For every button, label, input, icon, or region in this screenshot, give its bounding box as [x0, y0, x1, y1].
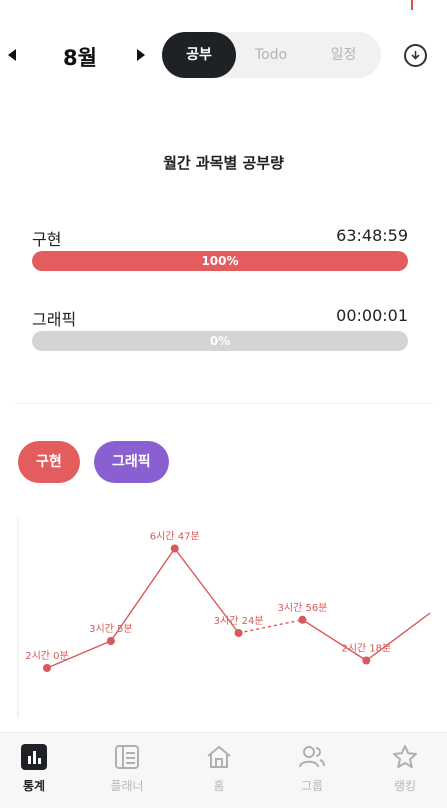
- tab-study[interactable]: 공부: [162, 32, 236, 78]
- next-month-button[interactable]: [131, 44, 151, 66]
- nav-home[interactable]: 홈: [189, 743, 249, 794]
- nav-label: 그룹: [300, 779, 324, 793]
- data-label: 3시간 56분: [278, 602, 328, 614]
- status-indicator: [411, 0, 413, 10]
- nav-label: 홈: [213, 779, 225, 793]
- data-label: 2시간 18분: [341, 643, 391, 655]
- tab-todo[interactable]: Todo: [254, 47, 288, 63]
- download-button[interactable]: [404, 44, 427, 67]
- series-line-segment: [110, 548, 176, 642]
- home-icon: [205, 743, 233, 771]
- nav-label: 랭킹: [393, 779, 417, 793]
- progress-percent: 0%: [209, 334, 231, 348]
- month-label: 8월: [63, 46, 97, 70]
- nav-stats[interactable]: 통계: [4, 743, 64, 794]
- subject-time: 63:48:59: [336, 226, 408, 245]
- data-point[interactable]: [234, 629, 243, 637]
- planner-icon: [113, 743, 141, 771]
- nav-planner[interactable]: 플래너: [97, 743, 157, 794]
- nav-label: 통계: [22, 779, 46, 793]
- nav-group[interactable]: 그룹: [282, 743, 342, 794]
- progress-bar-fill: [32, 251, 408, 271]
- subject-time: 00:00:01: [336, 306, 408, 325]
- data-point[interactable]: [298, 615, 307, 624]
- progress-bar: 100%: [32, 251, 408, 271]
- subject-name: 구현: [32, 230, 62, 249]
- data-label: 2시간 0분: [25, 650, 69, 662]
- data-point[interactable]: [106, 637, 115, 645]
- bottom-navigation: 통계 플래너 홈 그룹 랭킹: [0, 732, 447, 808]
- subject-chip-implementation[interactable]: 구현: [18, 441, 80, 483]
- subject-chip-graphics[interactable]: 그래픽: [94, 441, 169, 483]
- progress-bar: 0%: [32, 331, 408, 351]
- group-icon: [298, 743, 326, 771]
- data-label: 6시간 47분: [150, 531, 200, 543]
- section-title: 월간 과목별 공부량: [163, 154, 284, 172]
- subject-name: 그래픽: [32, 310, 77, 329]
- divider: [14, 403, 433, 404]
- caret-left-icon: [8, 49, 16, 61]
- data-point[interactable]: [362, 656, 371, 665]
- header: 8월 공부 Todo 일정: [0, 30, 447, 82]
- data-label: 3시간 5분: [89, 623, 133, 635]
- nav-ranking[interactable]: 랭킹: [375, 743, 435, 794]
- star-icon: [391, 743, 419, 771]
- data-point[interactable]: [170, 544, 179, 553]
- prev-month-button[interactable]: [2, 44, 22, 66]
- tab-schedule[interactable]: 일정: [330, 47, 357, 63]
- series-line-segment: [46, 640, 112, 669]
- data-label: 3시간 24분: [214, 615, 264, 627]
- data-point[interactable]: [43, 664, 51, 672]
- download-icon: [411, 51, 420, 60]
- series-line-segment: [302, 619, 367, 662]
- progress-percent: 100%: [201, 254, 239, 268]
- series-line-segment: [365, 612, 431, 662]
- series-line-segment: [238, 619, 303, 634]
- caret-right-icon: [137, 49, 145, 61]
- bar-chart-icon: [20, 743, 48, 771]
- series-line-segment: [174, 548, 240, 634]
- study-line-chart: 2시간 0분 3시간 5분 6시간 47분 3시간 24분 3시간 56분 2시간 18분: [17, 518, 431, 718]
- view-segmented-control: 공부 Todo 일정: [162, 32, 381, 78]
- nav-label: 플래너: [110, 779, 144, 793]
